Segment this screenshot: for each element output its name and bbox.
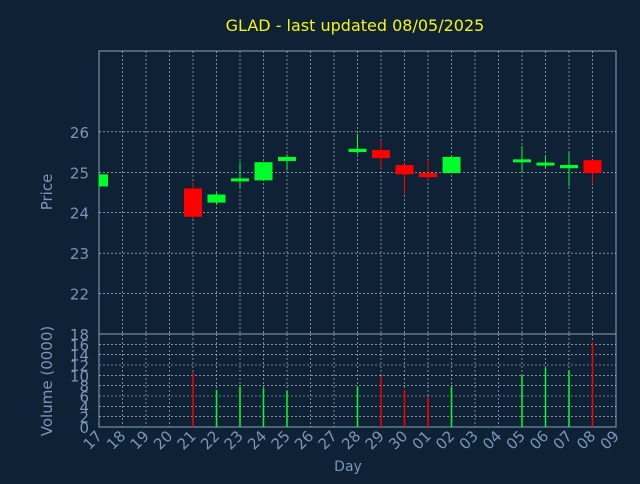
x-tick-label: 21 xyxy=(174,427,200,453)
volume-tick-label: 0 xyxy=(79,419,89,437)
volume-axis-label: Volume (0000) xyxy=(38,326,56,436)
x-tick-label: 02 xyxy=(432,427,458,453)
volume-bar xyxy=(521,375,523,427)
x-tick-label: 30 xyxy=(385,427,411,453)
candle xyxy=(560,152,578,187)
volume-bar xyxy=(215,389,218,427)
x-tick-label: 05 xyxy=(503,427,529,453)
candle xyxy=(231,162,249,189)
candles xyxy=(98,133,602,219)
candle xyxy=(278,154,296,171)
volume-bar xyxy=(239,386,241,427)
volume-tick-label: 4 xyxy=(79,398,89,416)
candle xyxy=(254,162,273,181)
price-tick-label: 22 xyxy=(70,286,89,304)
x-tick-label: 07 xyxy=(550,427,576,453)
volume-bar xyxy=(450,386,453,427)
candle-body xyxy=(442,156,461,174)
candle-body xyxy=(184,188,202,217)
x-tick-label: 27 xyxy=(315,427,341,453)
price-tick-label: 23 xyxy=(70,245,89,263)
candle xyxy=(348,133,367,155)
x-tick-label: 03 xyxy=(456,427,482,453)
candle-body xyxy=(583,160,602,174)
price-y-ticks: 22 23 24 25 26 xyxy=(70,124,89,304)
x-tick-label: 29 xyxy=(362,427,388,453)
candle-body xyxy=(560,165,578,169)
x-tick-label: 28 xyxy=(338,427,364,453)
volume-bar xyxy=(591,341,594,427)
price-panel: 22 23 24 25 26 Price xyxy=(38,50,617,335)
candle-body xyxy=(372,150,390,159)
volume-tick-label: 2 xyxy=(79,409,89,427)
candle-body xyxy=(99,174,108,187)
volume-tick-label: 10 xyxy=(70,367,89,385)
x-tick-label: 09 xyxy=(597,427,623,453)
candle xyxy=(98,174,108,189)
candle-body xyxy=(278,156,296,161)
candle xyxy=(372,139,390,169)
volume-tick-label: 8 xyxy=(79,378,89,396)
candle xyxy=(395,164,414,195)
volume-bar xyxy=(286,390,288,427)
volume-bar xyxy=(544,367,547,427)
volume-tick-label: 6 xyxy=(79,388,89,406)
volume-bar xyxy=(403,389,406,427)
x-tick-label: 22 xyxy=(197,427,223,453)
candle-body xyxy=(254,162,273,181)
x-tick-label: 19 xyxy=(127,427,153,453)
price-tick-label: 25 xyxy=(70,164,89,182)
price-axis-label: Price xyxy=(38,174,56,211)
x-axis-ticks: 1718192021222324252627282930010203040506… xyxy=(80,427,623,453)
x-tick-label: 06 xyxy=(526,427,552,453)
x-tick-label: 08 xyxy=(573,427,599,453)
volume-bars xyxy=(192,341,594,427)
x-tick-label: 18 xyxy=(103,427,129,453)
price-tick-label: 24 xyxy=(70,205,89,223)
x-axis-label: Day xyxy=(334,459,362,475)
price-grid xyxy=(99,51,616,334)
volume-bar xyxy=(380,376,382,427)
candle-body xyxy=(513,159,531,163)
x-tick-label: 04 xyxy=(479,427,505,453)
volume-bar xyxy=(568,370,570,427)
candle xyxy=(207,192,226,205)
candle-body xyxy=(207,194,226,203)
candle-body xyxy=(536,162,555,166)
price-tick-label: 26 xyxy=(70,124,89,142)
volume-bar xyxy=(262,388,265,427)
candle xyxy=(184,182,202,219)
volume-tick-label: 12 xyxy=(70,357,89,375)
candle-body xyxy=(395,165,414,175)
x-tick-label: 25 xyxy=(268,427,294,453)
volume-bar xyxy=(192,372,194,427)
candle xyxy=(442,156,461,174)
candle xyxy=(513,146,531,174)
candle-body xyxy=(231,178,249,182)
candle-body xyxy=(419,173,437,178)
x-tick-label: 01 xyxy=(409,427,435,453)
candle xyxy=(583,160,602,185)
x-tick-label: 26 xyxy=(291,427,317,453)
volume-tick-label: 16 xyxy=(70,336,89,354)
volume-tick-label: 14 xyxy=(70,347,89,365)
x-tick-label: 23 xyxy=(221,427,247,453)
candle xyxy=(536,156,555,169)
candle xyxy=(419,160,437,181)
chart-title: GLAD - last updated 08/05/2025 xyxy=(226,16,485,35)
volume-bar xyxy=(356,386,359,427)
volume-tick-label: 18 xyxy=(70,326,89,344)
x-tick-label: 24 xyxy=(244,427,270,453)
candle-body xyxy=(348,148,367,153)
x-tick-label: 20 xyxy=(150,427,176,453)
volume-bar xyxy=(427,397,429,427)
